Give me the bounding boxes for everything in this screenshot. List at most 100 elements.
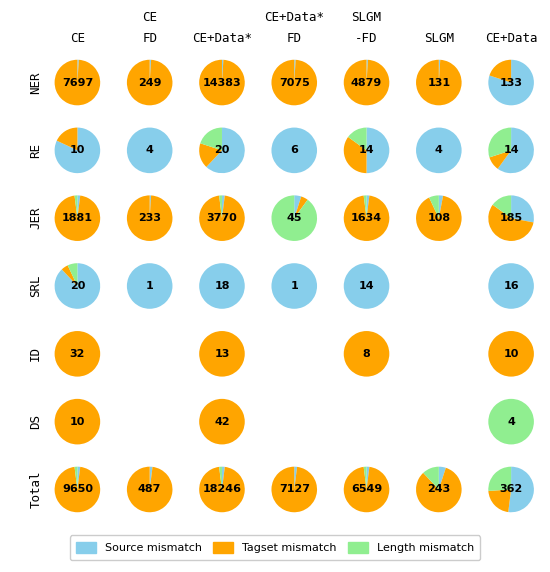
Wedge shape [364, 196, 366, 218]
Wedge shape [416, 128, 461, 173]
Text: RE: RE [29, 143, 42, 158]
Wedge shape [199, 331, 245, 376]
Text: 185: 185 [499, 213, 522, 223]
Text: 45: 45 [287, 213, 302, 223]
Text: 14: 14 [359, 145, 375, 156]
Text: 1634: 1634 [351, 213, 382, 223]
Text: 4: 4 [435, 145, 443, 156]
Wedge shape [150, 467, 152, 490]
Text: 7075: 7075 [279, 78, 310, 88]
Text: 1: 1 [290, 281, 298, 291]
Wedge shape [348, 128, 366, 150]
Text: 10: 10 [503, 349, 519, 359]
Text: 1: 1 [146, 281, 153, 291]
Wedge shape [78, 196, 80, 218]
Text: 133: 133 [499, 78, 522, 88]
Wedge shape [344, 331, 389, 376]
Text: CE+Data: CE+Data [485, 33, 537, 45]
Wedge shape [294, 197, 307, 218]
Wedge shape [490, 59, 511, 82]
Text: CE: CE [70, 33, 85, 45]
Wedge shape [199, 467, 245, 513]
Text: 18246: 18246 [202, 484, 241, 494]
Text: CE+Data*: CE+Data* [264, 10, 324, 23]
Wedge shape [199, 59, 245, 105]
Wedge shape [488, 59, 534, 105]
Text: 4879: 4879 [351, 78, 382, 88]
Wedge shape [508, 467, 534, 513]
Wedge shape [62, 265, 78, 286]
Wedge shape [439, 59, 440, 82]
Wedge shape [127, 263, 173, 309]
Wedge shape [488, 490, 511, 512]
Wedge shape [344, 137, 366, 173]
Wedge shape [498, 128, 534, 173]
Wedge shape [366, 467, 370, 490]
Wedge shape [54, 196, 100, 241]
Wedge shape [206, 128, 245, 173]
Text: 3770: 3770 [207, 213, 238, 223]
Wedge shape [272, 128, 317, 173]
Wedge shape [150, 196, 151, 218]
Text: SLGM: SLGM [424, 33, 454, 45]
Wedge shape [416, 468, 461, 513]
Wedge shape [344, 263, 389, 309]
Wedge shape [272, 59, 317, 105]
Wedge shape [54, 263, 100, 309]
Text: 243: 243 [427, 484, 450, 494]
Wedge shape [366, 196, 370, 218]
Text: 9650: 9650 [62, 484, 93, 494]
Text: 18: 18 [214, 281, 230, 291]
Text: 233: 233 [138, 213, 161, 223]
Wedge shape [488, 331, 534, 376]
Wedge shape [127, 128, 173, 173]
Text: 7697: 7697 [62, 78, 93, 88]
Text: NER: NER [29, 72, 42, 94]
Wedge shape [68, 263, 78, 286]
Wedge shape [222, 467, 225, 490]
Text: 20: 20 [70, 281, 85, 291]
Wedge shape [127, 467, 173, 513]
Text: 4: 4 [507, 416, 515, 427]
Wedge shape [54, 59, 100, 105]
Wedge shape [199, 263, 245, 309]
Wedge shape [78, 59, 79, 82]
Wedge shape [199, 399, 245, 444]
Wedge shape [416, 196, 461, 241]
Wedge shape [54, 399, 100, 444]
Wedge shape [222, 196, 225, 218]
Wedge shape [54, 467, 100, 513]
Text: 249: 249 [138, 78, 162, 88]
Text: SLGM: SLGM [351, 10, 382, 23]
Text: 8: 8 [362, 349, 370, 359]
Wedge shape [490, 150, 511, 169]
Text: 6: 6 [290, 145, 298, 156]
Wedge shape [294, 467, 297, 490]
Wedge shape [344, 467, 389, 513]
Wedge shape [493, 196, 511, 218]
Text: FD: FD [287, 33, 302, 45]
Wedge shape [127, 59, 173, 105]
Wedge shape [222, 59, 223, 82]
Wedge shape [488, 467, 511, 491]
Text: ID: ID [29, 346, 42, 362]
Text: -FD: -FD [355, 33, 378, 45]
Text: CE: CE [142, 10, 157, 23]
Wedge shape [78, 467, 80, 490]
Text: 487: 487 [138, 484, 161, 494]
Wedge shape [511, 196, 534, 223]
Text: CE+Data*: CE+Data* [192, 33, 252, 45]
Wedge shape [429, 196, 439, 218]
Wedge shape [439, 467, 446, 490]
Wedge shape [488, 399, 534, 444]
Wedge shape [488, 128, 511, 157]
Wedge shape [488, 263, 534, 309]
Text: 1881: 1881 [62, 213, 93, 223]
Text: 14: 14 [503, 145, 519, 156]
Wedge shape [366, 59, 368, 82]
Text: 4: 4 [146, 145, 153, 156]
Wedge shape [488, 205, 534, 241]
Wedge shape [127, 196, 173, 241]
Wedge shape [364, 467, 366, 490]
Text: SRL: SRL [29, 275, 42, 297]
